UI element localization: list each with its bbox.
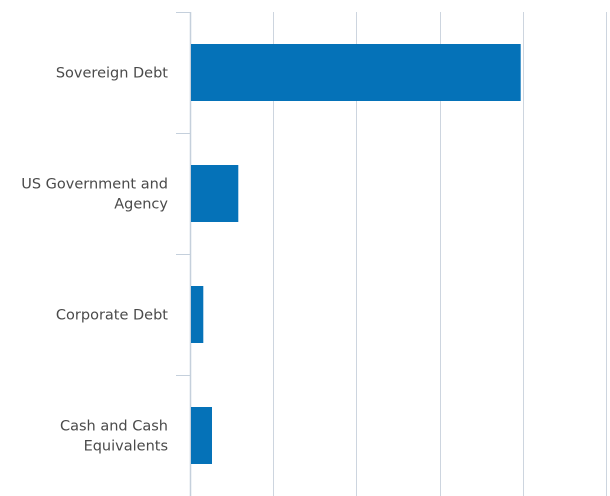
- category-label-line: US Government and: [21, 177, 168, 193]
- category-label: Corporate Debt: [56, 308, 168, 324]
- category-axis: [176, 12, 192, 496]
- bars: [191, 44, 521, 464]
- bar: [191, 407, 212, 464]
- category-label-line: Agency: [114, 197, 168, 213]
- category-label-line: Corporate Debt: [56, 308, 168, 324]
- category-label-line: Cash and Cash: [60, 419, 168, 435]
- bar: [191, 44, 521, 101]
- category-label: US Government and Agency: [21, 177, 168, 213]
- category-label-line: Equivalents: [84, 439, 168, 455]
- category-label: Sovereign Debt: [56, 66, 168, 82]
- category-label: Cash and Cash Equivalents: [60, 419, 168, 455]
- bar: [191, 165, 239, 222]
- category-label-line: Sovereign Debt: [56, 66, 168, 82]
- bar: [191, 286, 204, 343]
- category-labels: Sovereign Debt US Government and Agency Cor…: [21, 66, 168, 455]
